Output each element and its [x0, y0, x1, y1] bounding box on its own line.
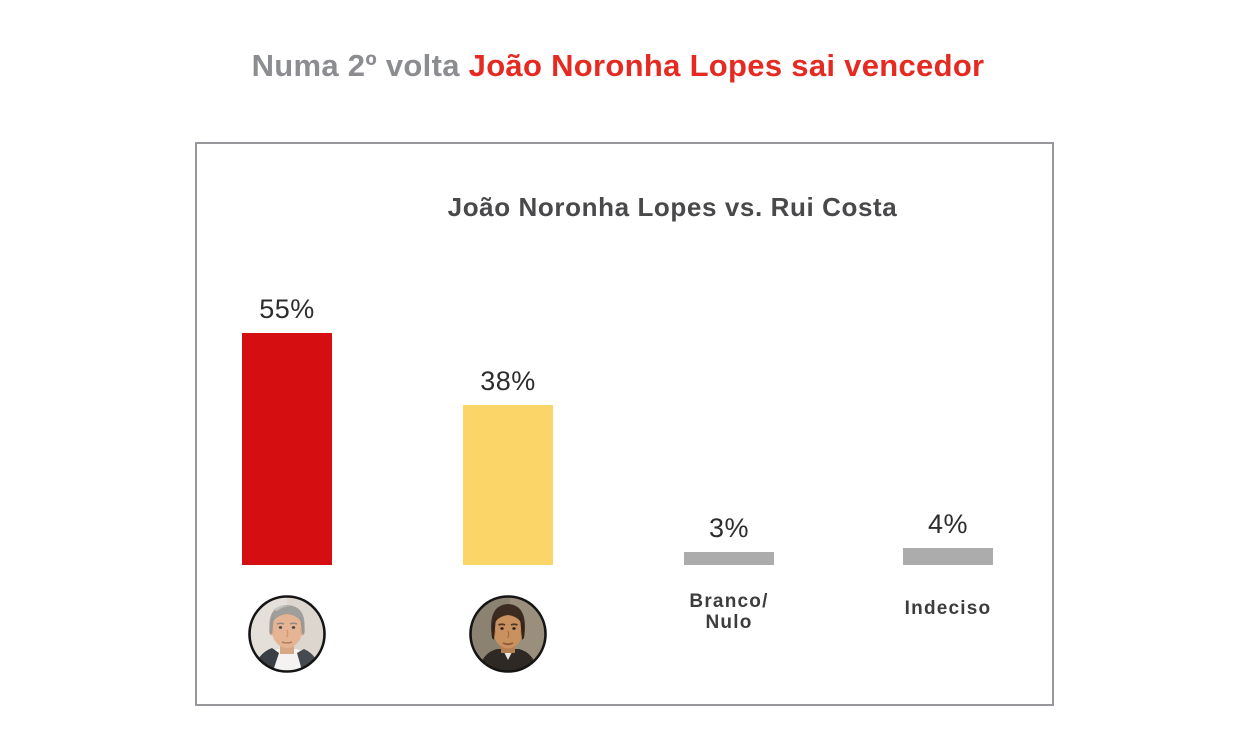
bar-value-label: 4% — [927, 509, 969, 539]
chart-title: João Noronha Lopes vs. Rui Costa — [447, 192, 898, 222]
bar-group-indeciso: 4% — [903, 270, 993, 565]
avatar-rui-costa — [469, 595, 547, 673]
bar-group-rui-costa: 38% — [463, 270, 553, 565]
category-label-line: Indeciso — [904, 598, 992, 619]
bar-value-label: 38% — [480, 366, 536, 396]
chart-panel — [195, 142, 1054, 706]
category-label-branco-nulo: Branco/ Nulo — [649, 591, 809, 633]
bar-group-branco-nulo: 3% — [684, 270, 774, 565]
page-title-prefix: Numa 2º volta — [251, 48, 460, 83]
category-label-line: Branco/ — [689, 591, 769, 612]
page-title-highlight: João Noronha Lopes sai vencedor — [468, 48, 985, 83]
bar-value-label: 55% — [259, 294, 315, 324]
page-title: Numa 2º volta João Noronha Lopes sai ven… — [0, 48, 1236, 84]
bar-indeciso — [903, 548, 993, 565]
category-label-line: Nulo — [705, 612, 753, 633]
bar-branco-nulo — [684, 552, 774, 565]
bar-rui-costa — [463, 405, 553, 565]
bar-group-joao-noronha-lopes: 55% — [242, 270, 332, 565]
bar-joao-noronha-lopes — [242, 333, 332, 565]
category-label-indeciso: Indeciso — [868, 598, 1028, 619]
bar-value-label: 3% — [708, 513, 750, 543]
avatar-joao-noronha-lopes — [248, 595, 326, 673]
